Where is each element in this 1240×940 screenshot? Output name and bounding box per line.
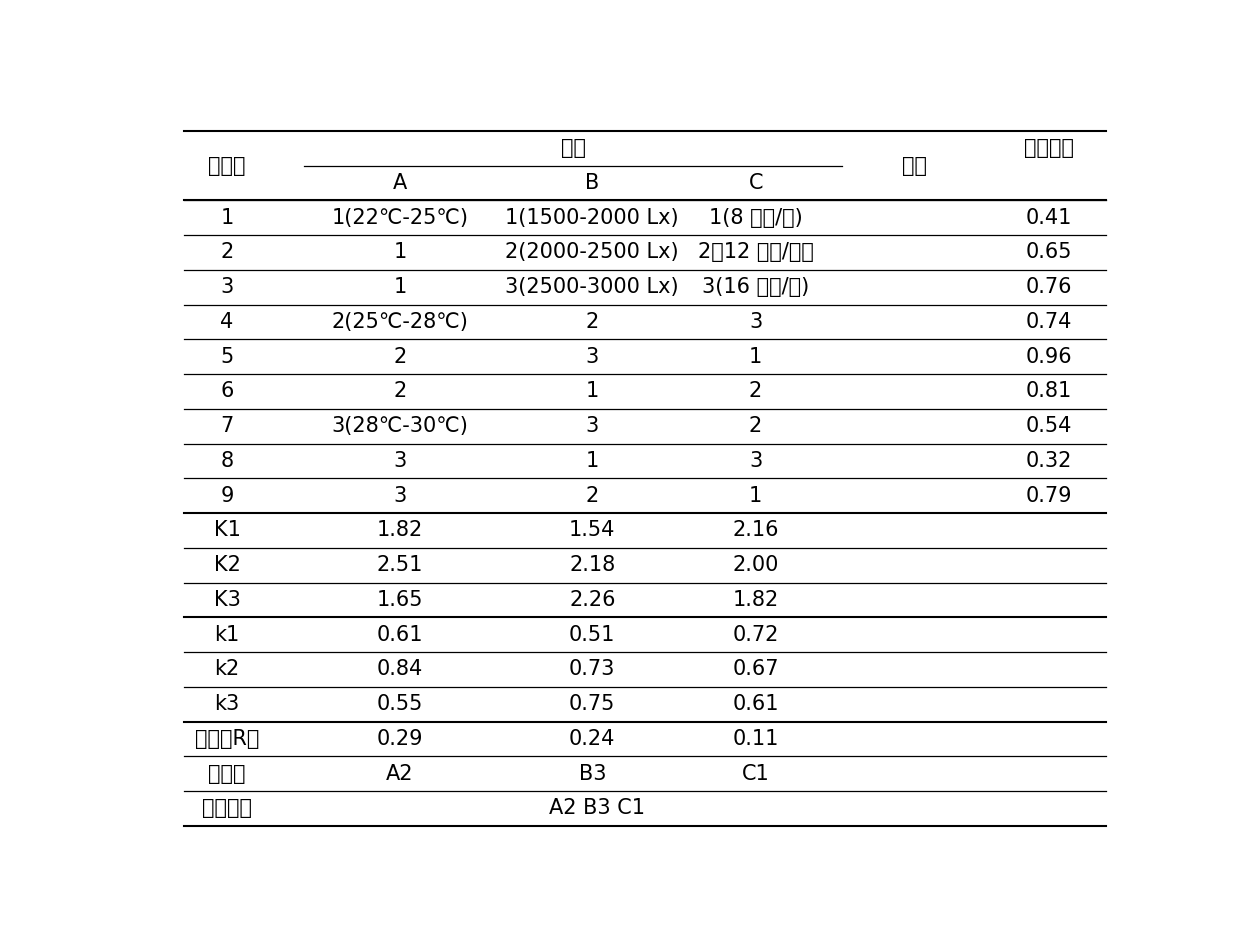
Text: 0.41: 0.41	[1025, 208, 1071, 227]
Text: 8: 8	[221, 451, 233, 471]
Text: 7: 7	[221, 416, 233, 436]
Text: 0.81: 0.81	[1025, 382, 1071, 401]
Text: K3: K3	[213, 590, 241, 610]
Text: 9: 9	[221, 486, 234, 506]
Text: 试管苗成: 试管苗成	[1024, 138, 1074, 158]
Text: 0.79: 0.79	[1025, 486, 1071, 506]
Text: 0.54: 0.54	[1025, 416, 1071, 436]
Text: 3(16 小时/天): 3(16 小时/天)	[702, 277, 810, 297]
Text: 1(22℃-25℃): 1(22℃-25℃)	[331, 208, 469, 227]
Text: B3: B3	[579, 763, 606, 784]
Text: 3(28℃-30℃): 3(28℃-30℃)	[331, 416, 469, 436]
Text: 5: 5	[221, 347, 233, 367]
Text: A2 B3 C1: A2 B3 C1	[549, 798, 645, 819]
Text: 3: 3	[585, 347, 599, 367]
Text: 1(1500-2000 Lx): 1(1500-2000 Lx)	[506, 208, 680, 227]
Text: 2(2000-2500 Lx): 2(2000-2500 Lx)	[506, 243, 680, 262]
Text: B: B	[585, 173, 599, 193]
Text: 0.84: 0.84	[377, 659, 423, 680]
Text: 2.16: 2.16	[733, 521, 779, 540]
Text: 2: 2	[393, 382, 407, 401]
Text: 1.82: 1.82	[377, 521, 423, 540]
Text: 3: 3	[393, 486, 407, 506]
Text: 0.76: 0.76	[1025, 277, 1071, 297]
Text: 1: 1	[393, 243, 407, 262]
Text: 0.72: 0.72	[733, 625, 779, 645]
Text: 极差（R）: 极差（R）	[195, 728, 259, 749]
Text: 0.74: 0.74	[1025, 312, 1071, 332]
Text: 1: 1	[393, 277, 407, 297]
Text: 0.67: 0.67	[733, 659, 779, 680]
Text: 3: 3	[393, 451, 407, 471]
Text: 2: 2	[749, 416, 763, 436]
Text: 1.82: 1.82	[733, 590, 779, 610]
Text: 4: 4	[221, 312, 233, 332]
Text: 0.11: 0.11	[733, 728, 779, 749]
Text: 0.61: 0.61	[377, 625, 423, 645]
Text: 3: 3	[585, 416, 599, 436]
Text: 6: 6	[221, 382, 234, 401]
Text: 试验号: 试验号	[208, 156, 246, 176]
Text: A: A	[393, 173, 407, 193]
Text: 2.26: 2.26	[569, 590, 615, 610]
Text: 1: 1	[585, 451, 599, 471]
Text: 2: 2	[221, 243, 233, 262]
Text: 0.51: 0.51	[569, 625, 615, 645]
Text: 0.32: 0.32	[1025, 451, 1071, 471]
Text: 1(8 小时/天): 1(8 小时/天)	[709, 208, 802, 227]
Text: 3: 3	[221, 277, 233, 297]
Text: 1: 1	[749, 347, 763, 367]
Text: 0.65: 0.65	[1025, 243, 1071, 262]
Text: 1: 1	[585, 382, 599, 401]
Text: K2: K2	[213, 556, 241, 575]
Text: A2: A2	[387, 763, 414, 784]
Text: 3(2500-3000 Lx): 3(2500-3000 Lx)	[506, 277, 680, 297]
Text: 0.24: 0.24	[569, 728, 615, 749]
Text: 3: 3	[749, 312, 763, 332]
Text: k2: k2	[215, 659, 239, 680]
Text: 1.65: 1.65	[377, 590, 423, 610]
Text: 2: 2	[749, 382, 763, 401]
Text: 1: 1	[749, 486, 763, 506]
Text: 0.96: 0.96	[1025, 347, 1073, 367]
Text: K1: K1	[213, 521, 241, 540]
Text: 0.75: 0.75	[569, 694, 615, 714]
Text: C: C	[749, 173, 763, 193]
Text: k1: k1	[215, 625, 239, 645]
Text: 0.29: 0.29	[377, 728, 423, 749]
Text: 活率: 活率	[901, 156, 926, 176]
Text: 因素: 因素	[560, 138, 585, 158]
Text: 2（12 小时/天）: 2（12 小时/天）	[698, 243, 813, 262]
Text: 2: 2	[585, 486, 599, 506]
Text: 2: 2	[585, 312, 599, 332]
Text: 优水平: 优水平	[208, 763, 246, 784]
Text: 最优组合: 最优组合	[202, 798, 252, 819]
Text: 1.54: 1.54	[569, 521, 615, 540]
Text: 2.18: 2.18	[569, 556, 615, 575]
Text: 2.51: 2.51	[377, 556, 423, 575]
Text: 0.55: 0.55	[377, 694, 423, 714]
Text: 2: 2	[393, 347, 407, 367]
Text: 0.73: 0.73	[569, 659, 615, 680]
Text: 1: 1	[221, 208, 233, 227]
Text: 2(25℃-28℃): 2(25℃-28℃)	[331, 312, 469, 332]
Text: 3: 3	[749, 451, 763, 471]
Text: C1: C1	[742, 763, 770, 784]
Text: 2.00: 2.00	[733, 556, 779, 575]
Text: k3: k3	[215, 694, 239, 714]
Text: 0.61: 0.61	[733, 694, 779, 714]
